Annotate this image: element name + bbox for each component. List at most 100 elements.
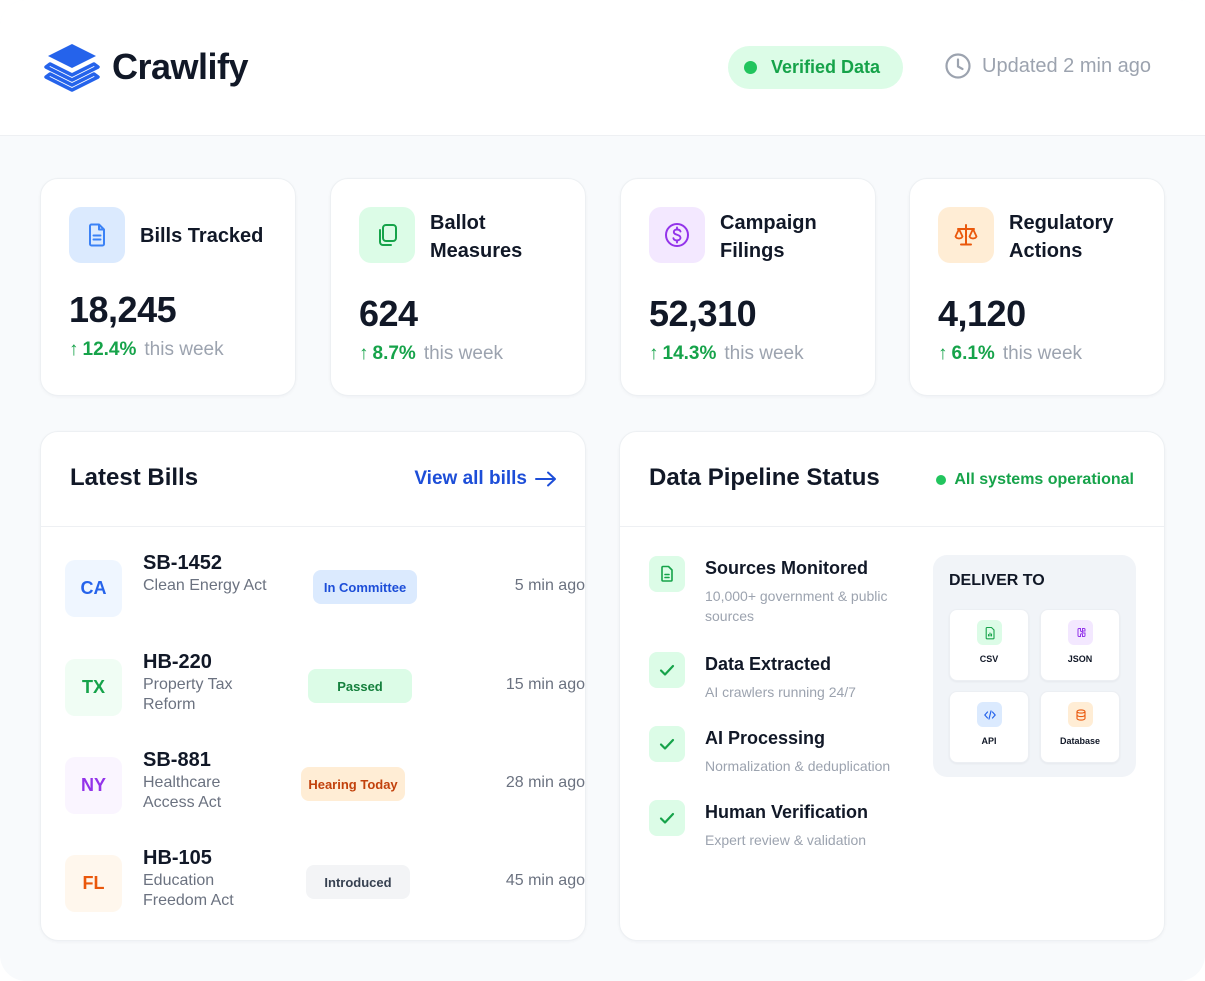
verified-badge: Verified Data bbox=[728, 46, 903, 89]
stat-value: 4,120 bbox=[938, 293, 1026, 334]
state-badge: CA bbox=[65, 560, 122, 617]
json-icon bbox=[1068, 620, 1093, 645]
stat-card-ballot-measures[interactable]: Ballot Measures 624 ↑ 8.7% this week bbox=[330, 178, 586, 396]
updated-label: Updated 2 min ago bbox=[982, 54, 1152, 77]
bill-row[interactable]: NY SB-881 Healthcare Access Act Hearing … bbox=[65, 749, 585, 835]
stat-period: this week bbox=[1002, 343, 1083, 364]
status-badge: Introduced bbox=[306, 865, 410, 899]
deliver-target-label: CSV bbox=[979, 654, 999, 664]
bill-time: 15 min ago bbox=[505, 676, 585, 693]
stat-value: 18,245 bbox=[69, 289, 177, 330]
check-icon bbox=[649, 652, 685, 688]
scale-icon bbox=[938, 207, 994, 263]
bill-time: 5 min ago bbox=[514, 577, 585, 594]
document-icon bbox=[649, 556, 685, 592]
stat-title: Campaign Filings bbox=[720, 212, 817, 262]
deliver-target-label: Database bbox=[1059, 736, 1101, 746]
bill-name: Education Freedom Act bbox=[143, 872, 234, 909]
stat-period: this week bbox=[144, 339, 224, 360]
bill-row[interactable]: FL HB-105 Education Freedom Act Introduc… bbox=[65, 847, 585, 933]
divider bbox=[620, 526, 1164, 527]
copy-icon bbox=[359, 207, 415, 263]
bill-name: Property Tax Reform bbox=[143, 676, 233, 713]
stat-change: ↑ 14.3% this week bbox=[649, 343, 804, 365]
arrow-up-icon: ↑ bbox=[359, 343, 369, 364]
deliver-target-label: JSON bbox=[1067, 654, 1093, 664]
stat-change-pct: 12.4% bbox=[82, 339, 137, 360]
updated-status: Updated 2 min ago bbox=[944, 52, 1151, 80]
latest-bills-panel: Latest Bills View all bills CA SB-1452 C… bbox=[40, 431, 586, 941]
check-icon bbox=[649, 726, 685, 762]
bill-number: HB-220 bbox=[143, 651, 212, 673]
bill-time: 45 min ago bbox=[505, 872, 585, 889]
deliver-title: DELIVER TO bbox=[949, 572, 1045, 589]
layers-logo-icon bbox=[44, 44, 100, 92]
status-dot-icon bbox=[936, 475, 947, 485]
brand-name: Crawlify bbox=[112, 46, 249, 87]
status-badge: Hearing Today bbox=[301, 767, 405, 801]
bill-row[interactable]: CA SB-1452 Clean Energy Act In Committee… bbox=[65, 552, 585, 638]
step-desc: 10,000+ government & public sources bbox=[705, 588, 888, 624]
document-icon bbox=[69, 207, 125, 263]
step-desc: Normalization & deduplication bbox=[705, 758, 891, 774]
systems-status: All systems operational bbox=[936, 471, 1134, 489]
state-badge: FL bbox=[65, 855, 122, 912]
stat-period: this week bbox=[724, 343, 804, 364]
arrow-up-icon: ↑ bbox=[938, 343, 948, 364]
divider bbox=[41, 526, 585, 527]
bill-row[interactable]: TX HB-220 Property Tax Reform Passed 15 … bbox=[65, 651, 585, 737]
stat-value: 624 bbox=[359, 293, 418, 334]
deliver-to-box: DELIVER TO CSV JSON API bbox=[933, 555, 1136, 777]
header: Crawlify Verified Data Updated 2 min ago bbox=[0, 0, 1205, 136]
step-name: Human Verification bbox=[705, 802, 869, 822]
pipeline-panel: Data Pipeline Status All systems operati… bbox=[619, 431, 1165, 941]
step-name: Sources Monitored bbox=[705, 558, 869, 578]
view-all-label: View all bills bbox=[414, 468, 527, 489]
stat-title: Ballot Measures bbox=[430, 212, 523, 262]
bill-number: SB-1452 bbox=[143, 552, 222, 574]
database-icon bbox=[1068, 702, 1093, 727]
status-badge: Passed bbox=[308, 669, 412, 703]
stat-card-bills-tracked[interactable]: Bills Tracked 18,245 ↑ 12.4% this week bbox=[40, 178, 296, 396]
stat-change: ↑ 8.7% this week bbox=[359, 343, 503, 365]
step-name: AI Processing bbox=[705, 728, 826, 748]
verified-dot-icon bbox=[744, 61, 757, 74]
clock-icon bbox=[945, 53, 971, 79]
status-badge: In Committee bbox=[313, 570, 417, 604]
stat-period: this week bbox=[423, 343, 504, 364]
verified-label: Verified Data bbox=[771, 57, 881, 77]
arrow-up-icon: ↑ bbox=[649, 343, 659, 364]
stat-change-pct: 6.1% bbox=[951, 343, 995, 364]
stat-change-pct: 8.7% bbox=[372, 343, 416, 364]
stat-value: 52,310 bbox=[649, 293, 757, 334]
systems-status-label: All systems operational bbox=[954, 471, 1134, 488]
bill-name: Clean Energy Act bbox=[143, 577, 267, 594]
panel-title: Latest Bills bbox=[70, 464, 199, 491]
brand-logo[interactable]: Crawlify bbox=[44, 42, 249, 92]
bill-name: Healthcare Access Act bbox=[143, 774, 222, 811]
stat-card-regulatory-actions[interactable]: Regulatory Actions 4,120 ↑ 6.1% this week bbox=[909, 178, 1165, 396]
deliver-target-database[interactable]: Database bbox=[1040, 691, 1120, 763]
dollar-icon bbox=[649, 207, 705, 263]
code-icon bbox=[977, 702, 1002, 727]
bill-time: 28 min ago bbox=[505, 774, 585, 791]
state-badge: TX bbox=[65, 659, 122, 716]
deliver-target-csv[interactable]: CSV bbox=[949, 609, 1029, 681]
deliver-target-json[interactable]: JSON bbox=[1040, 609, 1120, 681]
deliver-target-label: API bbox=[981, 736, 997, 746]
bill-number: SB-881 bbox=[143, 749, 211, 771]
arrow-right-icon bbox=[535, 471, 556, 487]
check-icon bbox=[649, 800, 685, 836]
view-all-bills-link[interactable]: View all bills bbox=[414, 468, 557, 490]
deliver-target-api[interactable]: API bbox=[949, 691, 1029, 763]
stat-change: ↑ 6.1% this week bbox=[938, 343, 1082, 365]
state-badge: NY bbox=[65, 757, 122, 814]
stat-card-campaign-filings[interactable]: Campaign Filings 52,310 ↑ 14.3% this week bbox=[620, 178, 876, 396]
step-desc: AI crawlers running 24/7 bbox=[705, 684, 856, 700]
bill-number: HB-105 bbox=[143, 847, 212, 869]
stat-change: ↑ 12.4% this week bbox=[69, 339, 224, 361]
step-name: Data Extracted bbox=[705, 654, 832, 674]
stat-title: Bills Tracked bbox=[140, 225, 264, 247]
stat-change-pct: 14.3% bbox=[662, 343, 717, 364]
